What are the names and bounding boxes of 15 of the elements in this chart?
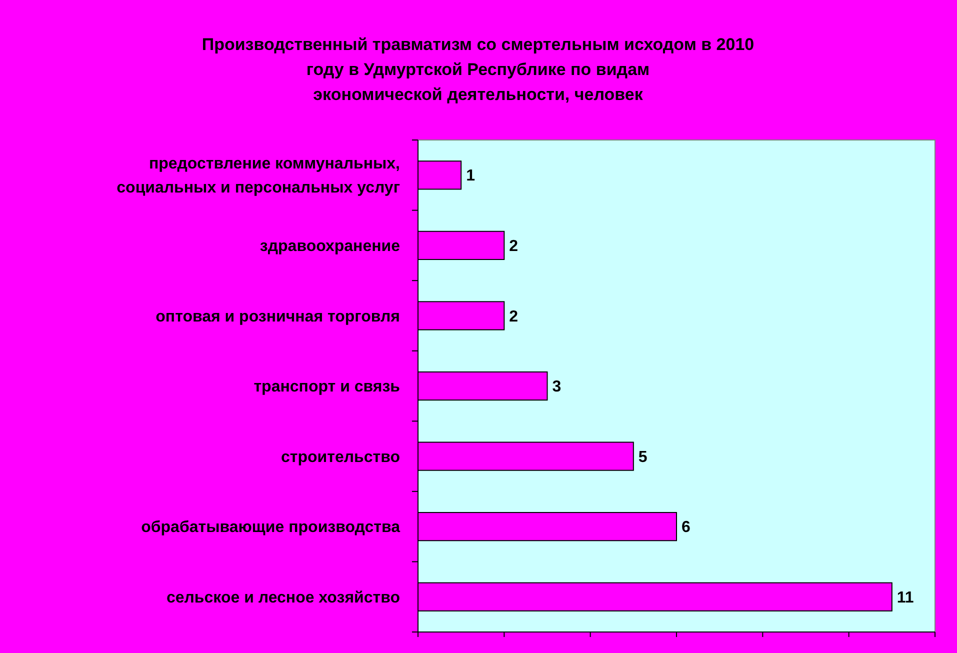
data-label: 1: [466, 168, 476, 185]
y-tick-label: строительство: [281, 448, 400, 466]
data-label: 2: [509, 308, 518, 326]
chart-title: Производственный травматизм со смертельным исходом в 2010 году в Удмуртской Республике по видам экономической деятельности, человек: [202, 35, 754, 104]
data-label: 5: [638, 448, 648, 466]
data-label: 11: [896, 589, 914, 606]
data-label: 6: [682, 519, 690, 536]
y-tick-label: предоствление коммунальных, социальных и персональных услуг: [116, 156, 400, 197]
y-tick-label: оптовая и розничная торговля: [156, 308, 400, 326]
data-label: 2: [509, 238, 518, 256]
y-tick-label: сельское и лесное хозяйство: [166, 589, 400, 606]
y-tick-label: обрабатывающие производства: [141, 519, 400, 536]
y-tick-label: транспорт и связь: [254, 378, 400, 396]
data-label: 3: [552, 378, 562, 396]
y-tick-label: здравоохранение: [260, 238, 400, 256]
